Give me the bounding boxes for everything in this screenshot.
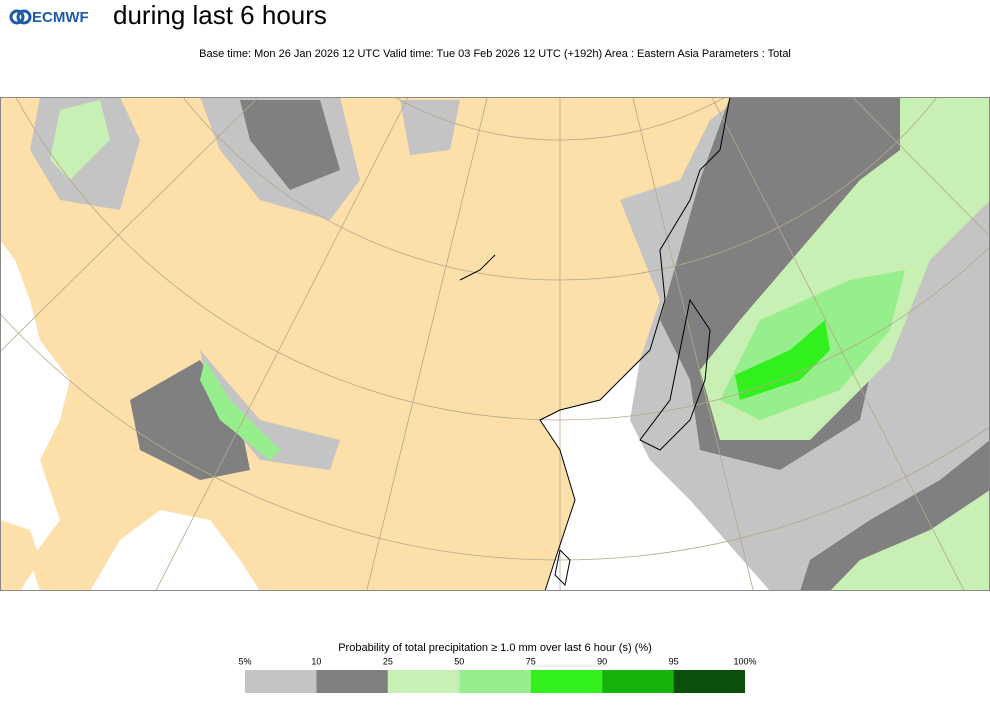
legend-label: 50 — [454, 656, 464, 666]
legend-swatch — [673, 670, 745, 693]
legend-label: 25 — [383, 656, 393, 666]
legend-label: 5% — [238, 656, 251, 666]
logo-icon — [9, 9, 25, 25]
legend-label: 10 — [311, 656, 321, 666]
legend: 5% 10 25 50 75 90 95 100% — [238, 656, 757, 693]
legend-swatch — [530, 670, 603, 693]
subtitle: Base time: Mon 26 Jan 2026 12 UTC Valid … — [199, 48, 791, 60]
legend-swatch — [602, 670, 674, 693]
coastline — [459, 97, 731, 591]
precip-area — [200, 360, 280, 460]
land — [0, 520, 40, 591]
legend-swatch — [387, 670, 460, 693]
legend-title: Probability of total precipitation ≥ 1.0… — [338, 642, 652, 654]
legend-label: 100% — [733, 656, 756, 666]
precip-area — [240, 100, 340, 190]
title: during last 6 hours — [113, 0, 327, 30]
legend-swatch — [245, 670, 317, 693]
precip-area — [50, 100, 110, 180]
legend-label: 95 — [669, 656, 679, 666]
precip-area — [735, 320, 830, 400]
logo-icon — [16, 9, 32, 25]
logo: ECMWF — [9, 9, 89, 26]
legend-label: 90 — [597, 656, 607, 666]
legend-swatch — [459, 670, 531, 693]
precip-area — [400, 100, 460, 155]
legend-swatch — [316, 670, 388, 693]
legend-label: 75 — [526, 656, 536, 666]
logo-text: ECMWF — [32, 9, 89, 26]
precip-area — [830, 490, 990, 591]
precip-area — [200, 350, 340, 470]
